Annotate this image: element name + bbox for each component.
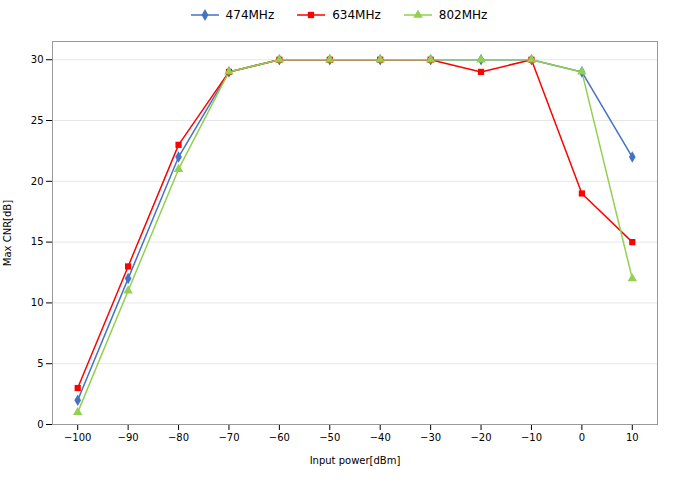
svg-text:−20: −20 bbox=[470, 432, 491, 443]
svg-text:30: 30 bbox=[31, 54, 44, 65]
svg-text:10: 10 bbox=[626, 432, 639, 443]
svg-text:0: 0 bbox=[579, 432, 585, 443]
svg-text:−50: −50 bbox=[319, 432, 340, 443]
svg-text:Input power[dBm]: Input power[dBm] bbox=[310, 455, 401, 466]
svg-text:−40: −40 bbox=[370, 432, 391, 443]
svg-text:−90: −90 bbox=[118, 432, 139, 443]
svg-text:5: 5 bbox=[37, 358, 43, 369]
svg-text:−60: −60 bbox=[269, 432, 290, 443]
svg-text:−100: −100 bbox=[64, 432, 91, 443]
svg-text:10: 10 bbox=[31, 297, 44, 308]
svg-text:15: 15 bbox=[31, 236, 44, 247]
svg-text:Max CNR[dB]: Max CNR[dB] bbox=[2, 200, 13, 266]
svg-text:20: 20 bbox=[31, 176, 44, 187]
html-text:634MHz: 634MHz bbox=[332, 8, 381, 22]
svg-text:−70: −70 bbox=[218, 432, 239, 443]
html-text:802MHz: 802MHz bbox=[438, 8, 488, 22]
svg-text:−10: −10 bbox=[521, 432, 542, 443]
svg-text:−30: −30 bbox=[420, 432, 441, 443]
svg-text:−80: −80 bbox=[168, 432, 189, 443]
svg-text:0: 0 bbox=[37, 419, 43, 430]
svg-text:25: 25 bbox=[31, 115, 44, 126]
html-text:474MHz: 474MHz bbox=[225, 8, 275, 22]
